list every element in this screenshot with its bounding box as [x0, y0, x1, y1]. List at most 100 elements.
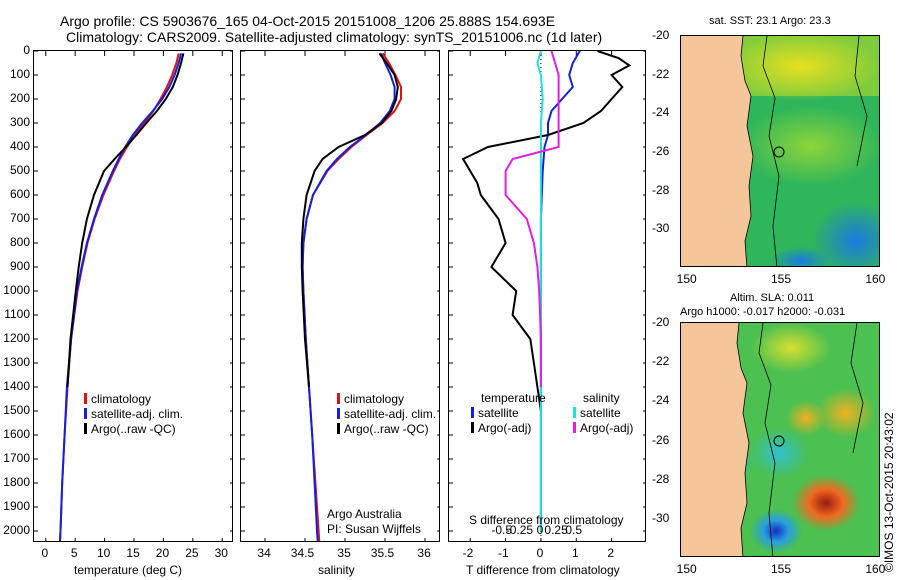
s-diff-tick-label: -0.5 [491, 523, 513, 537]
x-tick-label: 25 [185, 546, 199, 560]
legend-climatology: climatology [84, 392, 151, 406]
lon-tick-label: 150 [676, 272, 697, 286]
x-tick-label: -1 [497, 546, 509, 560]
depth-tick: 1000 [3, 283, 30, 297]
legend-climatology-2: climatology [337, 392, 404, 406]
sst-map-canvas [681, 36, 879, 266]
series-temperature-satellite [539, 51, 581, 531]
depth-tick: 1900 [3, 499, 30, 513]
series-satellite-adj-clim- [58, 53, 183, 541]
difference-xlabel: T difference from climatology [466, 563, 620, 577]
depth-tick: 200 [9, 91, 30, 105]
legend-argo: Argo(..raw -QC) [84, 422, 176, 436]
title-line-2: Climatology: CARS2009. Satellite-adjuste… [66, 29, 603, 45]
series-climatology [58, 53, 180, 541]
series-argo-raw-qc- [66, 53, 185, 388]
depth-tick: 1500 [3, 403, 30, 417]
x-tick-label: 2 [607, 546, 615, 560]
series-temperature-argo-adj- [461, 51, 632, 412]
depth-tick: 1200 [3, 331, 30, 345]
credit-text: ©IMOS 13-Oct-2015 20:43:02 [882, 412, 896, 572]
lon-tick-label: 150 [676, 562, 697, 576]
x-tick-label: 15 [126, 546, 140, 560]
depth-tick: 0 [23, 43, 30, 57]
s-diff-tick-label: -0.25 [505, 523, 534, 537]
s-diff-tick-label: 0.5 [565, 523, 583, 537]
depth-tick: 1700 [3, 451, 30, 465]
difference-plot [449, 51, 645, 541]
sla-map-canvas [681, 323, 879, 556]
depth-tick: 500 [9, 163, 30, 177]
legend-t-argo: Argo(-adj) [471, 421, 531, 435]
annotation-line-2: PI: Susan Wijffels [327, 522, 421, 536]
legend-s-argo: Argo(-adj) [573, 421, 633, 435]
temperature-plot [34, 51, 232, 541]
x-tick-label: 0 [41, 546, 49, 560]
depth-tick: 900 [9, 259, 30, 273]
depth-tick: 1600 [3, 427, 30, 441]
temperature-xlabel: temperature (deg C) [74, 563, 183, 577]
s-diff-tick-label: 0 [536, 523, 544, 537]
lon-tick-label: 155 [771, 272, 792, 286]
legend-t-satellite: satellite [471, 406, 519, 420]
depth-tick: 100 [9, 67, 30, 81]
depth-tick: 1400 [3, 379, 30, 393]
x-tick-label: 34.5 [290, 546, 315, 560]
depth-tick: 400 [9, 139, 30, 153]
lat-tick-label: -30 [652, 510, 670, 525]
sla-map [680, 322, 880, 557]
x-tick-label: 10 [96, 546, 111, 560]
lat-tick-label: -30 [652, 221, 670, 236]
lon-tick-label: 160 [865, 562, 886, 576]
lat-tick-label: -22 [652, 66, 670, 81]
lat-tick-label: -28 [652, 182, 670, 197]
x-tick-label: 1 [571, 546, 579, 560]
sla-map-title-1: Altim. SLA: 0.011 [730, 292, 815, 304]
series-satellite-adj-clim- [301, 53, 396, 541]
title-line-1: Argo profile: CS 5903676_165 04-Oct-2015… [60, 13, 556, 29]
x-tick-label: 36 [417, 546, 431, 560]
series-climatology [301, 52, 402, 541]
x-tick-label: 34 [257, 546, 271, 560]
lat-tick-label: -22 [652, 354, 670, 369]
depth-tick: 300 [9, 115, 30, 129]
depth-tick: 1300 [3, 355, 30, 369]
lat-tick-label: -20 [652, 28, 670, 42]
lat-tick-label: -26 [652, 144, 670, 158]
sst-map [680, 35, 880, 267]
s-diff-tick-label: 0.25 [544, 523, 568, 537]
depth-tick: 2000 [3, 523, 30, 537]
s-diff-title: S difference from climatology [469, 513, 624, 527]
lat-tick-label: -28 [652, 471, 670, 486]
x-tick-label: -2 [462, 546, 474, 560]
x-tick-label: 20 [155, 546, 170, 560]
lon-tick-label: 155 [771, 562, 792, 576]
x-tick-label: 30 [214, 546, 228, 560]
series-argo-raw-qc- [300, 52, 399, 388]
depth-tick: 1100 [4, 307, 30, 321]
depth-tick: 600 [9, 187, 30, 201]
difference-panel: temperature satellite Argo(-adj) salinit… [448, 50, 646, 542]
legend-satellite: satellite-adj. clim. [84, 407, 183, 421]
lat-tick-label: -26 [652, 432, 670, 447]
lat-tick-label: -24 [652, 393, 670, 408]
legend-satellite-2: satellite-adj. clim. [337, 407, 436, 421]
depth-tick: 800 [9, 235, 30, 249]
lat-tick-label: -24 [652, 105, 670, 120]
x-tick-label: 5 [70, 546, 78, 560]
depth-tick: 700 [9, 211, 30, 225]
depth-tick: 1800 [3, 475, 30, 489]
x-tick-label: 0 [536, 546, 544, 560]
legend-salinity-header: salinity [583, 391, 620, 405]
temperature-panel: climatology satellite-adj. clim. Argo(..… [33, 50, 233, 542]
sla-map-title-2: Argo h1000: -0.017 h2000: -0.031 [680, 306, 846, 318]
salinity-panel: climatology satellite-adj. clim. Argo(..… [240, 50, 440, 542]
lon-tick-label: 160 [865, 272, 886, 286]
sst-map-title: sat. SST: 23.1 Argo: 23.3 [709, 15, 831, 27]
x-tick-label: 35.5 [370, 546, 395, 560]
annotation-line-1: Argo Australia [327, 507, 402, 521]
legend-s-satellite: satellite [573, 406, 621, 420]
salinity-xlabel: salinity [318, 563, 355, 577]
x-tick-label: 35 [337, 546, 351, 560]
salinity-plot [241, 51, 439, 541]
